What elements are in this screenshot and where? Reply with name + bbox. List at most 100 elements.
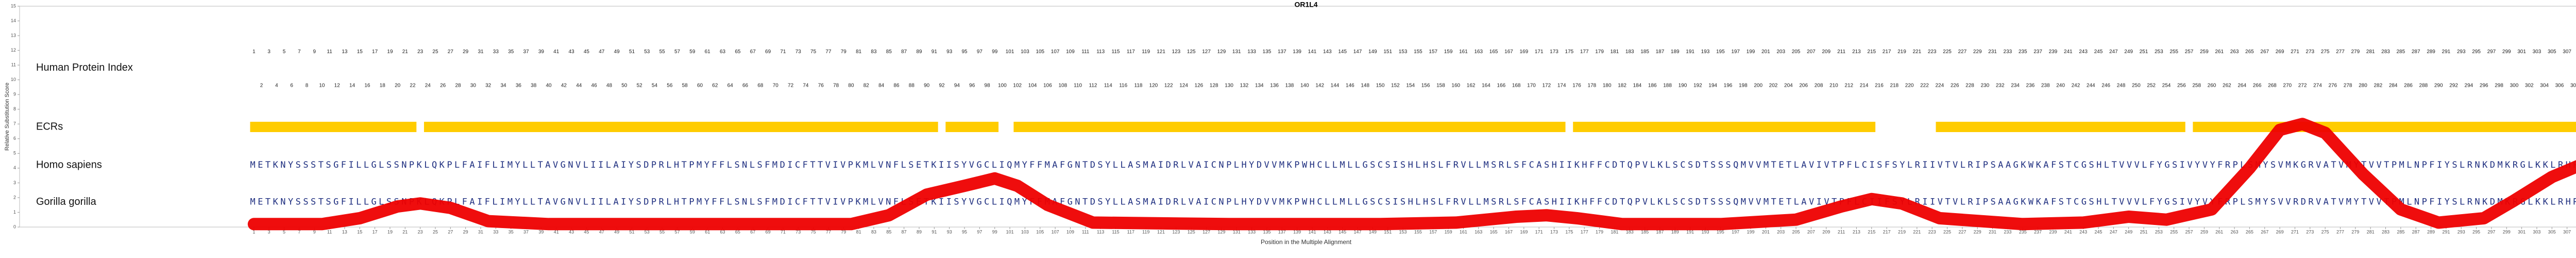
x-tick-label: 197	[1732, 229, 1739, 234]
x-tick-label: 293	[2458, 229, 2465, 234]
protein-index: 50	[621, 83, 628, 89]
protein-index: 215	[1867, 49, 1876, 55]
ecr-bar	[1573, 121, 1876, 132]
protein-index: 133	[1247, 49, 1256, 55]
protein-index: 269	[2276, 49, 2284, 55]
x-tick-label: 227	[1958, 229, 1966, 234]
protein-index: 15	[357, 49, 363, 55]
protein-index: 237	[2033, 49, 2042, 55]
protein-index: 37	[523, 49, 529, 55]
protein-index: 48	[606, 83, 613, 89]
x-tick-label: 305	[2548, 229, 2556, 234]
protein-index: 295	[2472, 49, 2481, 55]
y-tick-label: 0	[13, 224, 16, 229]
protein-index: 242	[2072, 83, 2080, 89]
x-tick-label: 275	[2321, 229, 2329, 234]
protein-index: 225	[1943, 49, 1952, 55]
protein-index: 116	[1119, 83, 1127, 89]
x-tick-label: 91	[931, 229, 937, 234]
protein-index: 112	[1089, 83, 1097, 89]
protein-index: 118	[1134, 83, 1143, 89]
protein-index: 158	[1436, 83, 1445, 89]
protein-index: 259	[2200, 49, 2209, 55]
x-tick-label: 9	[313, 229, 316, 234]
x-tick-label: 137	[1278, 229, 1286, 234]
protein-index: 292	[2449, 83, 2458, 89]
protein-index: 79	[841, 49, 847, 55]
x-tick-label: 93	[947, 229, 952, 234]
x-tick-label: 237	[2034, 229, 2042, 234]
x-tick-label: 213	[1853, 229, 1860, 234]
ecr-bar	[423, 121, 938, 132]
x-tick-label: 147	[1354, 229, 1362, 234]
x-tick-label: 75	[811, 229, 816, 234]
protein-index: 5	[283, 49, 286, 55]
protein-index: 40	[546, 83, 552, 89]
protein-index: 6	[290, 83, 293, 89]
x-tick-label: 249	[2125, 229, 2132, 234]
protein-index: 172	[1543, 83, 1551, 89]
x-tick-label: 187	[1656, 229, 1664, 234]
protein-index: 41	[553, 49, 560, 55]
protein-index: 109	[1066, 49, 1075, 55]
x-tick-label: 189	[1671, 229, 1679, 234]
y-tick-label: 5	[13, 151, 16, 156]
x-tick-label: 289	[2427, 229, 2435, 234]
protein-index: 22	[410, 83, 416, 89]
x-tick-label: 141	[1308, 229, 1316, 234]
y-tick-label: 8	[13, 106, 16, 111]
protein-index: 88	[909, 83, 915, 89]
protein-index: 223	[1928, 49, 1937, 55]
protein-index: 161	[1459, 49, 1468, 55]
x-tick-label: 247	[2110, 229, 2117, 234]
protein-index: 67	[750, 49, 756, 55]
x-tick-label: 123	[1172, 229, 1180, 234]
protein-index: 185	[1640, 49, 1649, 55]
protein-index: 99	[992, 49, 998, 55]
protein-index: 174	[1557, 83, 1566, 89]
protein-index: 209	[1822, 49, 1831, 55]
protein-index: 33	[493, 49, 499, 55]
protein-index: 238	[2041, 83, 2050, 89]
x-tick-label: 107	[1052, 229, 1059, 234]
protein-index: 44	[576, 83, 582, 89]
protein-index: 122	[1164, 83, 1173, 89]
protein-index: 7	[298, 49, 301, 55]
protein-index: 77	[825, 49, 832, 55]
protein-index: 304	[2540, 83, 2549, 89]
protein-index: 98	[985, 83, 991, 89]
protein-index: 303	[2533, 49, 2541, 55]
ecr-bar	[1936, 121, 2185, 132]
protein-index: 198	[1739, 83, 1748, 89]
protein-index: 81	[856, 49, 862, 55]
x-tick-label: 253	[2155, 229, 2163, 234]
protein-index: 264	[2238, 83, 2246, 89]
protein-index: 164	[1482, 83, 1490, 89]
protein-index: 78	[833, 83, 839, 89]
x-tick-label: 53	[645, 229, 650, 234]
protein-index: 51	[629, 49, 635, 55]
plot-frame	[19, 6, 2576, 228]
protein-index: 251	[2140, 49, 2148, 55]
y-tick-label: 1	[13, 209, 16, 215]
protein-index: 2	[260, 83, 263, 89]
x-tick-label: 149	[1369, 229, 1377, 234]
protein-index: 135	[1263, 49, 1272, 55]
x-tick-label: 161	[1460, 229, 1467, 234]
protein-index: 90	[924, 83, 930, 89]
protein-index: 57	[674, 49, 681, 55]
x-tick-label: 279	[2351, 229, 2359, 234]
protein-index: 36	[516, 83, 522, 89]
x-tick-label: 133	[1248, 229, 1256, 234]
protein-index: 254	[2162, 83, 2171, 89]
x-tick-label: 287	[2412, 229, 2420, 234]
protein-index: 216	[1875, 83, 1884, 89]
protein-index: 101	[1006, 49, 1014, 55]
protein-index: 247	[2109, 49, 2118, 55]
x-tick-label: 39	[538, 229, 544, 234]
protein-index: 35	[508, 49, 514, 55]
x-tick-label: 233	[2004, 229, 2011, 234]
row-label: Homo sapiens	[36, 159, 102, 170]
protein-index: 298	[2495, 83, 2503, 89]
protein-index: 83	[871, 49, 877, 55]
